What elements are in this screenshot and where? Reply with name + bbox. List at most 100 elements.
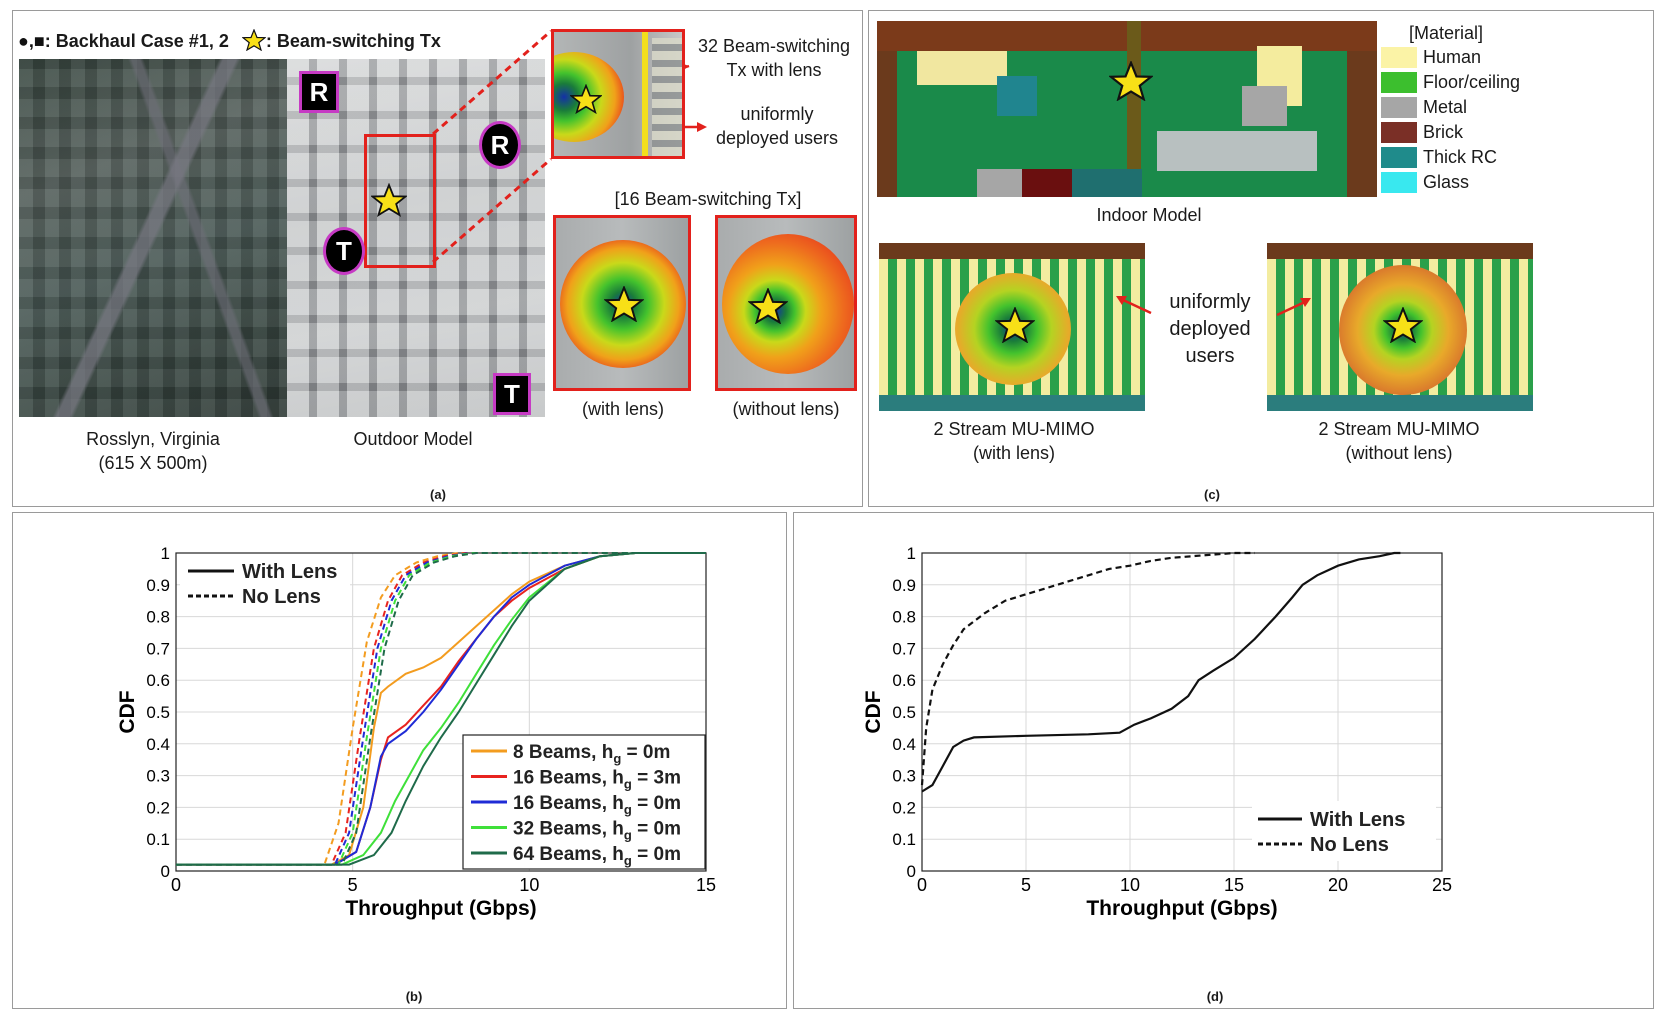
y-tick-label: 0.6: [892, 671, 916, 690]
material-item: Human: [1381, 45, 1561, 70]
with-lens-caption: (with lens): [581, 399, 665, 419]
chart-b: 0 5 10 15 0 0.1 0.2 0.3 0.4 0.5 0.6 0.7 0.8 0.9 1 Throu…: [116, 544, 716, 920]
users-callout-line2: deployed: [1169, 318, 1251, 340]
chart-d: 0 5 10 15 20 25 0 0.1 0.2 0.3 0.4 0.5 0.6 0.7 0.8 0.9 1 T…: [862, 544, 1452, 920]
series-legend: With Lens No Lens: [1252, 801, 1436, 861]
series-legend-name: 64 Beams, h: [513, 844, 624, 865]
mimo-right-line1: 2 Stream MU-MIMO: [1318, 419, 1480, 439]
x-axis-label: Throughput (Gbps): [1086, 897, 1277, 920]
marker-t-circle: T: [323, 227, 365, 275]
series-legend-suffix: = 3m: [632, 768, 681, 789]
panel-b: 0 5 10 15 0 0.1 0.2 0.3 0.4 0.5 0.6 0.7 0.8 0.9 1 Throu…: [12, 512, 787, 1009]
y-tick-label: 0.3: [146, 767, 170, 786]
marker-t-square: T: [493, 373, 531, 415]
plot-frame: [175, 552, 707, 872]
x-tick-label: 10: [1120, 875, 1140, 895]
callout-tx-line1: 32 Beam-switching: [697, 36, 851, 56]
y-tick-label: 0.8: [892, 608, 916, 627]
series-legend-sub: g: [624, 853, 632, 868]
y-tick-label: 0.8: [146, 608, 170, 627]
mimo-right-line2: (without lens): [1345, 443, 1453, 464]
satellite-map: [19, 59, 287, 417]
panel-a: ●,■: Backhaul Case #1, 2 : Beam-switchin…: [12, 10, 863, 507]
y-tick-label: 1: [907, 544, 916, 563]
series-line: [921, 551, 1401, 793]
y-tick-label: 0.4: [146, 735, 170, 754]
backhaul-markers: ●,■: [18, 31, 45, 51]
material-swatch: [1381, 72, 1417, 94]
series-legend-label: 16 Beams, hg = 3m: [513, 768, 681, 792]
y-tick-label: 0.7: [146, 639, 170, 658]
indoor-model-image: [877, 21, 1377, 197]
y-tick-label: 0.1: [892, 830, 916, 849]
with-lens-image: [553, 215, 691, 391]
series-legend-label: 16 Beams, hg = 0m: [513, 793, 681, 817]
indoor-caption: Indoor Model: [1096, 205, 1202, 225]
panel-a-label: (a): [430, 487, 446, 502]
map-caption-line1: Rosslyn, Virginia: [86, 429, 220, 449]
y-tick-label: 0: [161, 862, 170, 881]
mimo-right-caption: 2 Stream MU-MIMO (without lens): [1274, 417, 1524, 466]
series-legend-label: With Lens: [1310, 809, 1405, 831]
x-tick-label: 0: [171, 875, 181, 895]
material-item: Thick RC: [1381, 145, 1561, 170]
y-tick-label: 0.5: [892, 703, 916, 722]
panel-c-label: (c): [1204, 487, 1220, 502]
series-line: [920, 551, 1255, 786]
y-tick-label: 1: [161, 544, 170, 563]
material-title: [Material]: [1409, 23, 1484, 43]
y-tick-label: 0.6: [146, 671, 170, 690]
material-label: Brick: [1423, 122, 1463, 143]
x-tick-label: 25: [1432, 875, 1452, 895]
without-lens-image: [715, 215, 857, 391]
y-tick-label: 0.9: [146, 576, 170, 595]
users-arrows: [1116, 296, 1311, 317]
material-swatch: [1381, 97, 1417, 119]
outdoor-star-icon: [371, 183, 407, 217]
material-swatch: [1381, 172, 1417, 194]
series-legend-sub: g: [624, 777, 632, 792]
style-legend-label: With Lens: [242, 561, 337, 583]
series-legend-label: 8 Beams, hg = 0m: [513, 742, 670, 766]
users-callout-line1: uniformly: [1169, 291, 1251, 313]
series-legend-sub: g: [624, 828, 632, 843]
series-legend-sub: g: [613, 751, 621, 766]
y-axis-label: CDF: [862, 690, 885, 733]
x-tick-label: 10: [519, 875, 539, 895]
series-line-with-lens: [176, 552, 706, 866]
zoom-lens-image: [551, 29, 685, 159]
callout-tx: 32 Beam-switching Tx with lens: [689, 34, 859, 83]
users-callout-line3: users: [1185, 345, 1235, 367]
map-caption: Rosslyn, Virginia (615 X 500m): [53, 427, 253, 476]
series-legend-box: [1252, 801, 1436, 861]
panel-d-label: (d): [1206, 989, 1224, 1004]
without-lens-caption: (without lens): [732, 399, 840, 419]
x-axis-label: Throughput (Gbps): [345, 897, 536, 920]
y-tick-label: 0.7: [892, 639, 916, 658]
material-item: Floor/ceiling: [1381, 70, 1561, 95]
y-tick-label: 0.2: [146, 798, 170, 817]
outdoor-caption: Outdoor Model: [353, 429, 473, 449]
y-tick-label: 0.3: [892, 767, 916, 786]
callout-tx-line2: Tx with lens: [726, 60, 822, 81]
style-legend: With Lens No Lens: [180, 557, 350, 608]
outdoor-model: R R T T: [287, 59, 545, 417]
x-tick-label: 20: [1328, 875, 1348, 895]
series-legend-label: No Lens: [1310, 834, 1389, 856]
series-legend-label: 64 Beams, hg = 0m: [513, 844, 681, 868]
mimo-left-line2: (with lens): [972, 443, 1056, 464]
callout-users: uniformly deployed users: [695, 102, 859, 151]
callout-users-line1: uniformly: [740, 104, 814, 124]
series-legend-suffix: = 0m: [621, 742, 670, 763]
marker-r-square: R: [299, 71, 339, 113]
y-tick-label: 0.2: [892, 798, 916, 817]
series-legend-name: 16 Beams, h: [513, 768, 624, 789]
panel-c: [Material] Human Floor/ceiling Metal Brick T…: [868, 10, 1654, 507]
x-tick-label: 15: [1224, 875, 1244, 895]
outdoor-zoom-box: [364, 134, 436, 268]
star-legend-text: : Beam-switching Tx: [265, 31, 441, 51]
material-item: Glass: [1381, 170, 1561, 195]
y-tick-label: 0.5: [146, 703, 170, 722]
y-tick-label: 0.4: [892, 735, 916, 754]
